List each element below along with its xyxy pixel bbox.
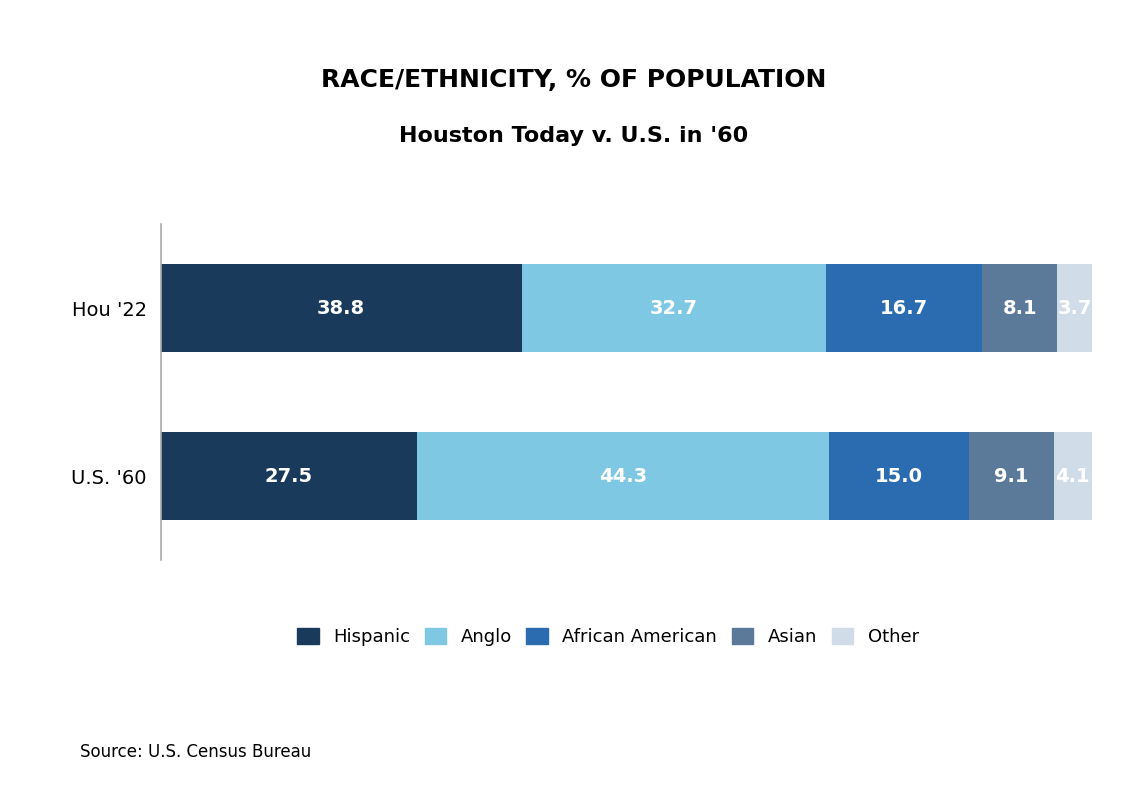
Bar bbox=[969, 432, 1054, 520]
Text: 9.1: 9.1 bbox=[994, 466, 1029, 486]
Text: 32.7: 32.7 bbox=[650, 298, 699, 318]
Bar bbox=[826, 264, 982, 352]
Text: Houston Today v. U.S. in '60: Houston Today v. U.S. in '60 bbox=[399, 126, 748, 146]
Text: 38.8: 38.8 bbox=[318, 298, 365, 318]
Text: 16.7: 16.7 bbox=[880, 298, 928, 318]
Bar bbox=[416, 432, 829, 520]
Bar bbox=[161, 264, 522, 352]
Bar bbox=[982, 264, 1058, 352]
Text: Source: U.S. Census Bureau: Source: U.S. Census Bureau bbox=[80, 743, 312, 761]
Bar bbox=[829, 432, 969, 520]
Text: 15.0: 15.0 bbox=[875, 466, 923, 486]
Text: 3.7: 3.7 bbox=[1058, 298, 1092, 318]
Text: 44.3: 44.3 bbox=[599, 466, 647, 486]
Bar bbox=[522, 264, 826, 352]
Text: 4.1: 4.1 bbox=[1055, 466, 1090, 486]
Bar bbox=[1054, 432, 1092, 520]
Bar bbox=[1058, 264, 1092, 352]
Text: 27.5: 27.5 bbox=[265, 466, 313, 486]
Bar bbox=[161, 432, 416, 520]
Legend: Hispanic, Anglo, African American, Asian, Other: Hispanic, Anglo, African American, Asian… bbox=[288, 618, 928, 655]
Text: 8.1: 8.1 bbox=[1002, 298, 1037, 318]
Text: RACE/ETHNICITY, % OF POPULATION: RACE/ETHNICITY, % OF POPULATION bbox=[321, 68, 826, 92]
